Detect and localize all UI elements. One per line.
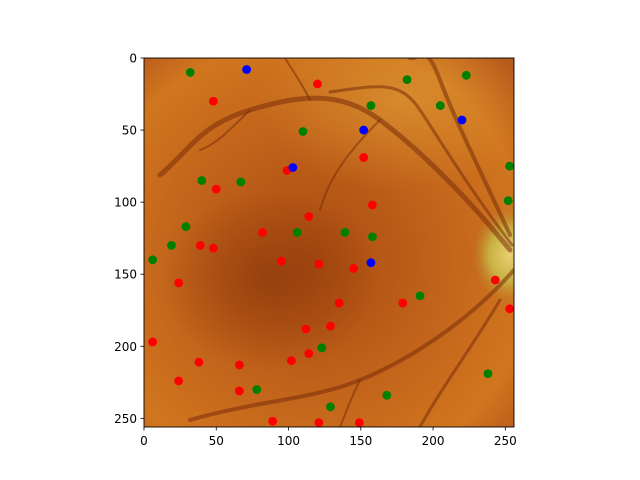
green-point	[326, 402, 335, 412]
red-point	[505, 304, 515, 314]
red-point	[359, 153, 369, 162]
x-tick-label: 100	[277, 434, 300, 448]
blue-point	[457, 115, 467, 125]
red-point	[268, 416, 278, 426]
red-point	[234, 386, 244, 396]
scatter-points	[148, 65, 515, 428]
green-point	[505, 161, 515, 171]
red-point	[287, 356, 296, 366]
green-point	[292, 228, 302, 237]
x-tick-label: 200	[422, 434, 445, 448]
blue-point	[359, 125, 369, 135]
green-point	[298, 127, 308, 136]
x-axis: 0 50 100 150 200 250	[140, 427, 517, 448]
red-point	[174, 376, 184, 386]
red-point	[301, 324, 311, 334]
red-point	[334, 298, 344, 308]
green-point	[415, 291, 425, 301]
y-axis: 0 50 100 150 200 250	[114, 52, 144, 426]
plot-frame	[143, 57, 515, 428]
red-point	[276, 256, 286, 266]
green-point	[148, 255, 158, 265]
green-point	[236, 177, 246, 187]
red-point	[314, 418, 324, 428]
red-point	[148, 337, 158, 347]
red-point	[304, 212, 314, 221]
green-point	[483, 369, 493, 379]
fundus-image	[144, 58, 514, 427]
green-point	[317, 343, 327, 353]
red-point	[195, 240, 205, 250]
green-point	[366, 101, 376, 110]
green-point	[340, 228, 350, 237]
red-point	[354, 418, 364, 428]
red-point	[234, 360, 244, 370]
green-point	[185, 68, 195, 77]
blue-point	[288, 163, 298, 172]
green-point	[435, 101, 445, 110]
red-point	[314, 259, 324, 269]
green-point	[503, 196, 513, 206]
x-tick-label: 50	[209, 434, 224, 448]
green-point	[382, 390, 392, 400]
red-point	[313, 79, 322, 89]
y-tick-label: 200	[114, 340, 137, 354]
green-point	[252, 385, 262, 394]
x-tick-label: 0	[140, 434, 148, 448]
y-tick-label: 250	[114, 412, 137, 426]
green-point	[367, 232, 377, 242]
green-point	[461, 70, 471, 80]
y-tick-label: 0	[129, 52, 137, 66]
blue-point	[242, 65, 252, 74]
red-point	[326, 321, 335, 331]
x-tick-label: 250	[494, 434, 517, 448]
red-point	[490, 275, 500, 285]
green-point	[181, 222, 191, 232]
y-tick-label: 100	[114, 196, 137, 210]
red-point	[194, 357, 204, 367]
green-point	[402, 75, 412, 85]
red-point	[258, 228, 267, 237]
green-point	[167, 240, 176, 250]
green-point	[197, 176, 207, 185]
red-point	[349, 264, 358, 273]
blue-point	[366, 258, 376, 268]
red-point	[304, 349, 314, 358]
y-tick-label: 150	[114, 268, 137, 282]
red-point	[174, 278, 184, 288]
red-point	[367, 200, 377, 210]
red-point	[398, 298, 408, 308]
x-tick-label: 150	[349, 434, 372, 448]
red-point	[208, 243, 218, 253]
red-point	[211, 184, 221, 194]
y-tick-label: 50	[122, 124, 137, 138]
red-point	[208, 96, 218, 106]
